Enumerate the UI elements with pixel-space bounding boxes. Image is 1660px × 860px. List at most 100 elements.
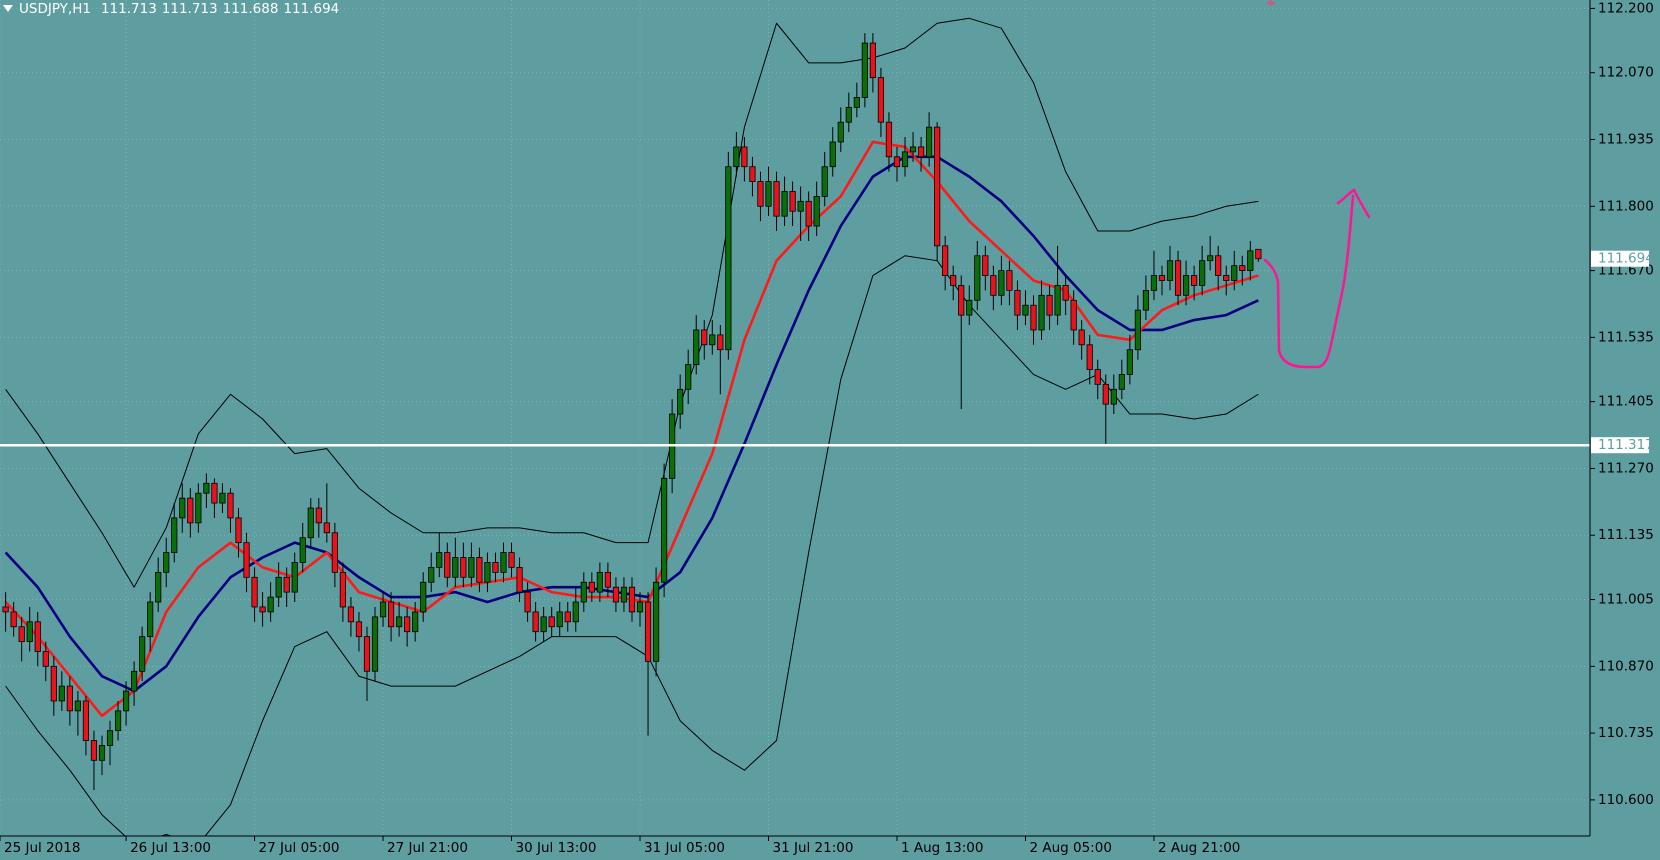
- candle-body: [1102, 383, 1109, 405]
- candle-body: [612, 586, 620, 603]
- candle-body: [1166, 260, 1174, 281]
- candle-body: [1215, 255, 1222, 276]
- candle-body: [1022, 304, 1029, 316]
- header-value: 111.713: [101, 1, 157, 17]
- candle-body: [82, 700, 90, 741]
- candle-body: [869, 42, 876, 79]
- candle-body: [588, 581, 595, 593]
- candle-body: [331, 532, 338, 573]
- annotation-arrow: [1263, 188, 1371, 369]
- candle-body: [66, 685, 73, 712]
- current-price-label: 111.694: [1598, 251, 1654, 267]
- candle-body: [709, 334, 716, 346]
- candle-body: [813, 195, 820, 227]
- candle-body: [243, 542, 250, 578]
- candle-body: [155, 571, 162, 603]
- candle-body: [131, 670, 138, 692]
- candle-body: [1207, 255, 1214, 262]
- candle-body: [74, 700, 81, 712]
- candle-body: [1062, 285, 1069, 301]
- candle-body: [942, 245, 949, 276]
- candle-body: [1094, 369, 1101, 385]
- y-tick-label: 112.200: [1598, 0, 1654, 16]
- candle-body: [885, 121, 893, 158]
- candle-body: [966, 299, 973, 316]
- candle-body: [516, 566, 523, 593]
- candle-body: [701, 329, 708, 346]
- candle-body: [404, 616, 411, 633]
- candle-body: [476, 557, 483, 583]
- candle-body: [765, 181, 772, 207]
- candle-body: [420, 581, 427, 613]
- y-tick-label: 112.070: [1598, 65, 1654, 81]
- candle-body: [982, 255, 989, 276]
- candle-body: [893, 156, 901, 168]
- candle-body: [363, 636, 371, 672]
- candle-body: [203, 482, 210, 494]
- level-label-box: [1591, 437, 1649, 454]
- candle-body: [540, 616, 547, 633]
- candle-body: [42, 651, 49, 667]
- candle-body: [1046, 294, 1053, 316]
- x-tick-label: 2 Aug 05:00: [1029, 840, 1111, 856]
- candle-body: [34, 621, 41, 652]
- candle-body: [532, 611, 539, 633]
- candle-body: [468, 557, 475, 578]
- candle-body: [1078, 329, 1085, 346]
- candle-body: [733, 146, 740, 168]
- y-tick-label: 110.600: [1598, 792, 1654, 808]
- candle-body: [837, 121, 844, 143]
- candle-body: [90, 740, 98, 761]
- candle-body: [1006, 270, 1013, 291]
- candle-body: [227, 492, 234, 519]
- candle-body: [235, 517, 242, 544]
- candle-body: [749, 166, 756, 182]
- candle-body: [98, 745, 106, 761]
- candle-body: [845, 106, 852, 123]
- candle-body: [556, 611, 563, 628]
- candle-body: [428, 566, 435, 583]
- header-arrow: [3, 5, 13, 12]
- y-tick-label: 111.935: [1598, 131, 1654, 147]
- candle-body: [187, 497, 194, 524]
- candle-body: [628, 586, 636, 613]
- candle-body: [1174, 260, 1182, 296]
- candle-body: [275, 576, 282, 598]
- candle-body: [315, 507, 322, 524]
- candle-body: [1150, 275, 1158, 291]
- candle-body: [877, 77, 885, 123]
- candle-body: [1191, 275, 1198, 286]
- candle-body: [484, 562, 491, 583]
- candle-body: [1158, 275, 1166, 281]
- candle-body: [990, 275, 997, 296]
- candle-body: [620, 586, 628, 603]
- candle-body: [644, 601, 652, 662]
- candle-body: [1239, 265, 1246, 271]
- candle-body: [548, 616, 555, 628]
- candle-body: [412, 611, 419, 633]
- candle-body: [299, 537, 306, 563]
- level-label: 111.317: [1598, 437, 1654, 453]
- symbol: USDJPY,H1: [19, 1, 91, 17]
- candle-body: [267, 596, 274, 613]
- candle-body: [1070, 299, 1077, 331]
- candle-body: [805, 200, 812, 227]
- candle-body: [1199, 260, 1206, 286]
- y-tick-label: 111.135: [1598, 527, 1654, 543]
- object-marker: [1266, 0, 1276, 6]
- candle-body: [773, 181, 780, 217]
- candle-body: [974, 255, 981, 301]
- candle-body: [508, 552, 515, 568]
- candle-body: [460, 557, 467, 578]
- candle-body: [1134, 309, 1141, 351]
- candle-body: [50, 665, 57, 702]
- y-tick-label: 111.800: [1598, 198, 1654, 214]
- candle-body: [219, 492, 226, 504]
- candle-body: [781, 191, 788, 217]
- candle-body: [147, 601, 154, 638]
- x-tick-label: 31 Jul 21:00: [773, 840, 854, 856]
- candle-body: [572, 601, 579, 623]
- header-value: 111.713: [162, 1, 218, 17]
- candle-body: [444, 552, 451, 578]
